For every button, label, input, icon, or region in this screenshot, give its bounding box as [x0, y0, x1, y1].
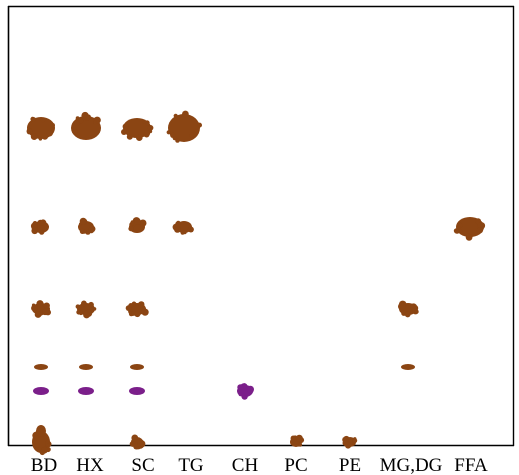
- lane-label: MG,DG: [380, 455, 443, 475]
- spot-sc-lower: [129, 387, 145, 395]
- spot-bd-origin: [32, 425, 52, 456]
- spot-layer: [26, 110, 486, 456]
- spot-bd-lower: [33, 387, 49, 395]
- spot-mgdg-low: [401, 364, 415, 370]
- spot-hx-lower: [78, 387, 94, 395]
- lane-label: HX: [76, 455, 104, 475]
- spot-tg-mid-high: [172, 220, 194, 235]
- lane-label: BD: [31, 455, 57, 475]
- spot-bd-mid-high: [30, 219, 49, 235]
- spot-hx-mid: [75, 300, 97, 319]
- spot-pe-origin: [342, 435, 358, 449]
- spot-bd-low: [34, 364, 48, 370]
- spot-bd-high: [26, 116, 55, 141]
- spot-sc-high: [121, 118, 154, 141]
- spot-sc-mid: [125, 301, 149, 318]
- spot-ffa-mid-high: [453, 217, 486, 241]
- plate-frame: [7, 5, 515, 447]
- spot-mgdg-mid: [398, 300, 419, 318]
- lane-label: TG: [178, 455, 204, 475]
- spot-pc-origin: [290, 434, 305, 447]
- spot-ch-lower: [237, 383, 254, 400]
- lane-label: SC: [131, 455, 154, 475]
- spot-hx-low: [79, 364, 93, 370]
- lane-label: FFA: [454, 455, 488, 475]
- lane-label: PC: [284, 455, 307, 475]
- lane-label: CH: [232, 455, 259, 475]
- spot-sc-mid-high: [128, 217, 147, 233]
- spot-tg-high: [166, 110, 202, 143]
- spot-hx-mid-high: [78, 217, 96, 235]
- lane-label-layer: BD HX SC TG CH PC PE MG,DG FFA: [31, 455, 488, 475]
- spot-sc-low: [130, 364, 144, 370]
- spot-hx-high: [71, 111, 101, 140]
- spot-bd-mid: [31, 300, 51, 318]
- lane-label: PE: [339, 455, 361, 475]
- spot-sc-origin: [129, 434, 146, 450]
